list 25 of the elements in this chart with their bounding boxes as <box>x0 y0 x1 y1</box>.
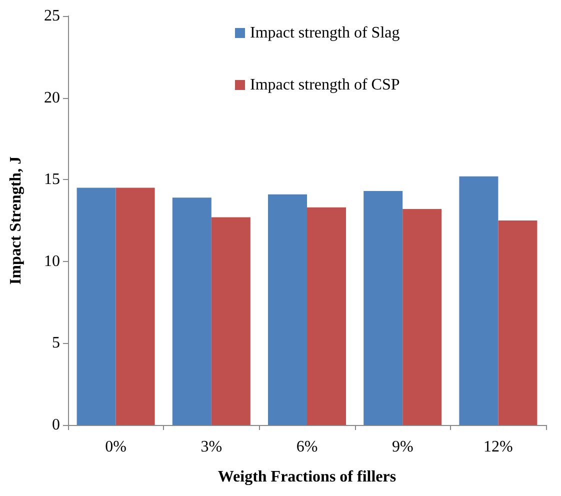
x-tick-label: 6% <box>296 438 318 456</box>
bar <box>402 209 442 425</box>
bar <box>76 188 116 425</box>
x-tick-label: 9% <box>392 438 414 456</box>
x-tick-label: 0% <box>105 438 126 456</box>
bar <box>268 194 307 425</box>
bar <box>364 191 403 425</box>
y-tick-label: 15 <box>44 171 60 188</box>
y-axis-title: Impact Strength, J <box>8 156 24 285</box>
bar <box>498 220 538 425</box>
legend-label: Impact strength of CSP <box>250 76 400 94</box>
bar <box>459 176 498 425</box>
y-tick-label: 5 <box>52 334 60 352</box>
y-tick-label: 0 <box>52 416 60 434</box>
y-tick-label: 25 <box>44 8 60 24</box>
y-tick-label: 10 <box>44 252 60 270</box>
bar <box>116 188 155 425</box>
bar <box>172 198 212 425</box>
x-tick-label: 12% <box>484 438 513 456</box>
bar <box>307 207 346 425</box>
x-axis-title: Weigth Fractions of fillers <box>218 468 396 486</box>
y-tick-label: 20 <box>44 89 60 106</box>
x-tick-label: 3% <box>200 438 222 456</box>
legend-label: Impact strength of Slag <box>250 24 400 42</box>
bar <box>211 217 250 425</box>
